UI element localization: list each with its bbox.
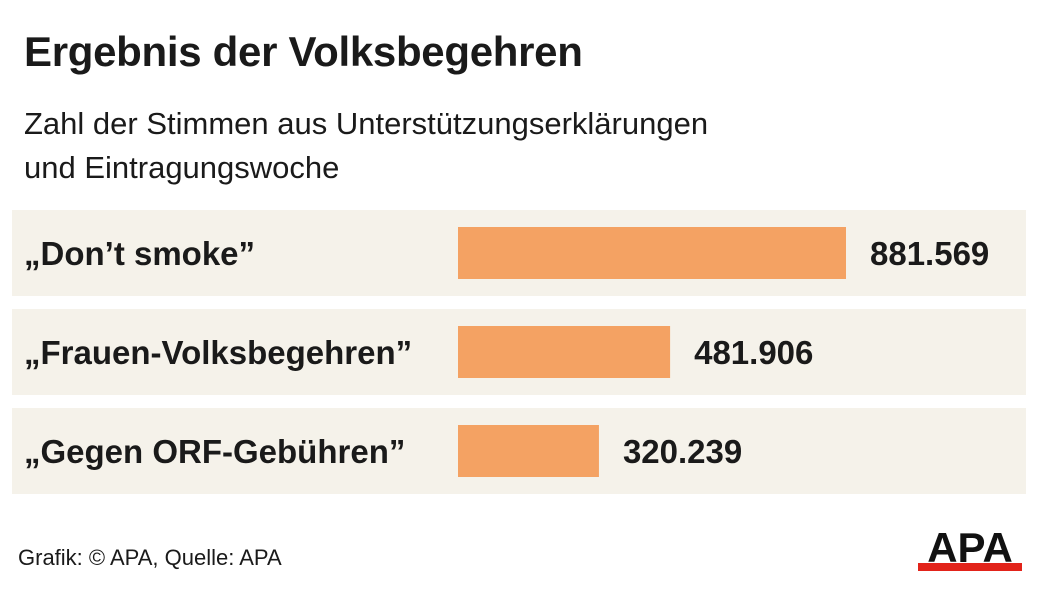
apa-logo-stripe — [918, 563, 1022, 571]
bar — [458, 425, 599, 477]
bar — [458, 326, 671, 378]
category-label: „Gegen ORF-Gebühren” — [24, 433, 405, 470]
value-label: 881.569 — [870, 235, 989, 272]
value-label: 481.906 — [694, 334, 813, 371]
subtitle-line-2: und Eintragungswoche — [24, 150, 340, 185]
chart-subtitle: Zahl der Stimmen aus Unterstützungserklä… — [24, 102, 844, 190]
apa-logo: APA — [918, 527, 1022, 571]
subtitle-line-1: Zahl der Stimmen aus Unterstützungserklä… — [24, 106, 709, 141]
source-note: Grafik: © APA, Quelle: APA — [18, 545, 282, 570]
value-label: 320.239 — [623, 433, 742, 470]
chart-title: Ergebnis der Volksbegehren — [24, 28, 583, 75]
category-label: „Don’t smoke” — [24, 235, 255, 272]
bar — [458, 227, 846, 279]
category-label: „Frauen-Volksbegehren” — [24, 334, 412, 371]
